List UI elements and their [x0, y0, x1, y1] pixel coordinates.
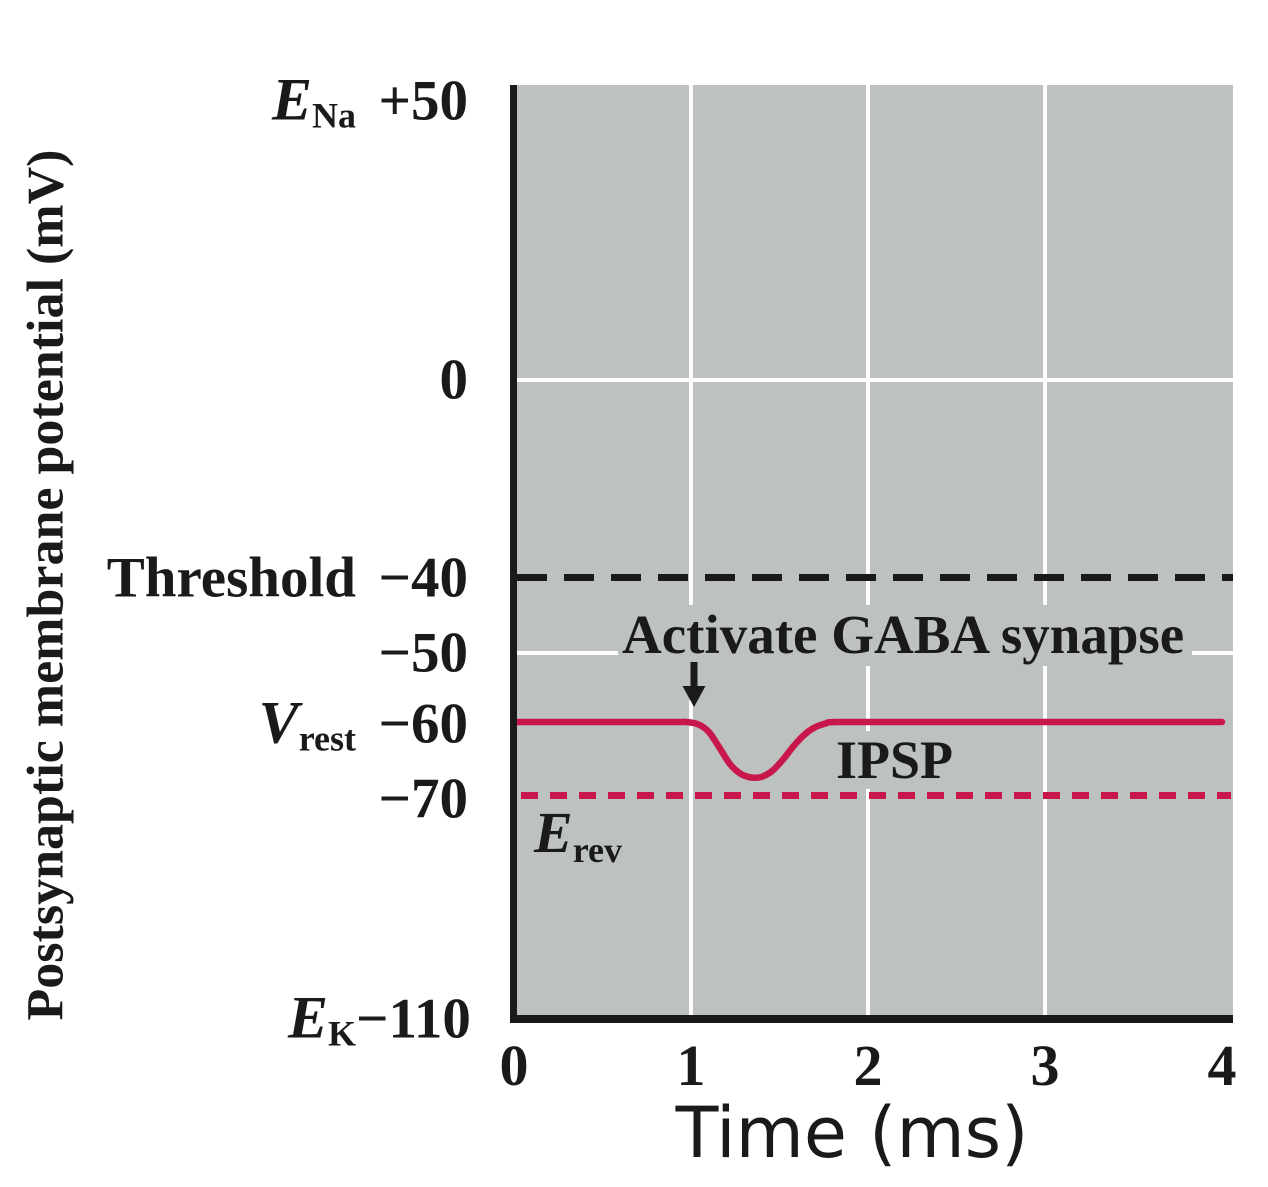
y-tick-label: 0: [439, 348, 469, 412]
y-tick-label: −70: [378, 767, 468, 831]
x-tick-2: 2: [853, 1033, 883, 1098]
annotation-ipsp: IPSP: [828, 731, 962, 789]
membrane-potential-trace: [514, 718, 1226, 782]
y-tick-label: −110: [356, 987, 471, 1051]
y-axis-row-ek: EK −110: [0, 984, 471, 1055]
trace-layer: [514, 662, 1226, 782]
v-gridline-1ms-lower: [689, 700, 693, 1015]
annotation-erev: Erev: [532, 804, 628, 871]
y-tick-label: −60: [378, 692, 468, 756]
y-tick-label: −50: [378, 621, 468, 685]
y-axis-row-ena: ENa +50: [0, 66, 468, 137]
y-tick-label: +50: [378, 69, 468, 133]
y-axis-row-vrest: Vrest −60: [0, 689, 468, 760]
x-tick-3: 3: [1030, 1033, 1060, 1098]
y-axis-line: [510, 85, 517, 1023]
threshold-dashed-line: [517, 574, 1233, 581]
v-gridline-3ms: [1043, 85, 1047, 1015]
gaba-activation-arrow-icon: [682, 662, 706, 707]
y-row-name: EK: [287, 984, 356, 1054]
y-row-name: Threshold: [106, 546, 356, 610]
plot-area: [517, 85, 1233, 1015]
y-axis-row-threshold: Threshold −40: [0, 546, 468, 611]
y-row-name: ENa: [271, 66, 356, 136]
h-gridline-0mv: [517, 378, 1233, 382]
x-tick-0: 0: [499, 1033, 529, 1098]
v-gridline-2ms: [866, 85, 870, 1015]
erev-symbol: E: [534, 800, 573, 865]
y-axis-row-minus50: −50: [0, 621, 468, 686]
y-tick-label: −40: [378, 546, 468, 610]
v-gridline-1ms-upper: [689, 85, 693, 606]
y-axis-row-0: 0: [0, 348, 469, 413]
erev-subscript: rev: [572, 830, 622, 871]
x-axis-line: [510, 1015, 1233, 1023]
annotation-activate-gaba: Activate GABA synapse: [618, 605, 1193, 666]
x-axis-title: Time (ms): [675, 1092, 1029, 1174]
x-tick-1: 1: [676, 1033, 706, 1098]
y-axis-row-minus70: −70: [0, 767, 468, 832]
erev-dashed-line: [521, 792, 1231, 799]
y-row-name: Vrest: [258, 689, 356, 759]
x-tick-4: 4: [1207, 1033, 1237, 1098]
